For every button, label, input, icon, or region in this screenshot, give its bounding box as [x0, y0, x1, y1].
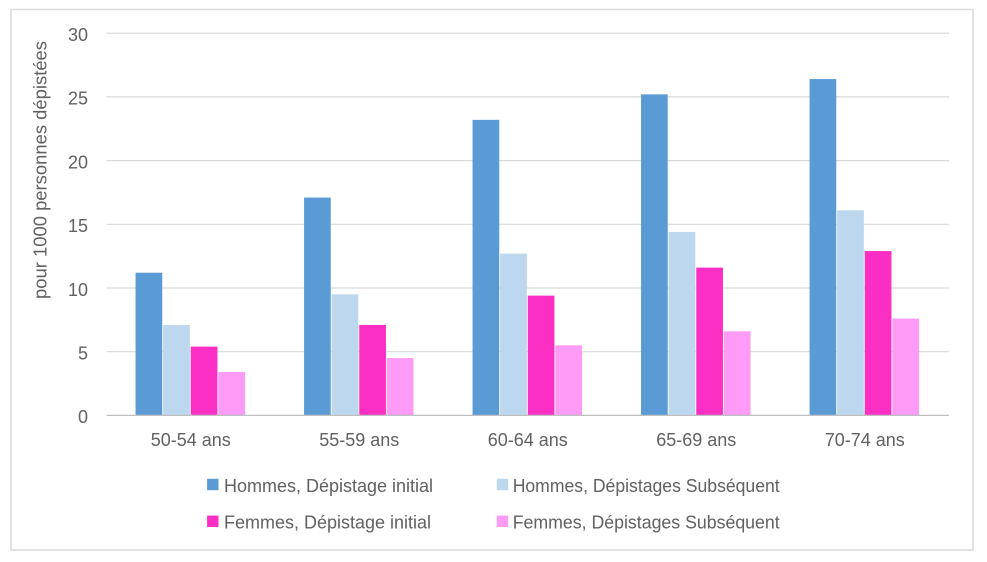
svg-text:pour 1000 personnes dépistées: pour 1000 personnes dépistées	[30, 41, 50, 299]
svg-text:15: 15	[68, 216, 88, 236]
svg-text:Hommes, Dépistage initial: Hommes, Dépistage initial	[224, 476, 433, 496]
svg-text:Hommes, Dépistages Subséquent: Hommes, Dépistages Subséquent	[513, 476, 780, 496]
svg-text:Femmes, Dépistage initial: Femmes, Dépistage initial	[224, 512, 431, 532]
svg-text:30: 30	[68, 25, 88, 45]
svg-text:5: 5	[78, 344, 88, 364]
svg-text:20: 20	[68, 152, 88, 172]
svg-text:50-54 ans: 50-54 ans	[151, 430, 231, 450]
svg-text:55-59 ans: 55-59 ans	[319, 430, 399, 450]
svg-text:25: 25	[68, 89, 88, 109]
svg-text:70-74 ans: 70-74 ans	[825, 430, 905, 450]
svg-text:65-69 ans: 65-69 ans	[656, 430, 736, 450]
svg-text:60-64 ans: 60-64 ans	[488, 430, 568, 450]
svg-text:0: 0	[78, 407, 88, 427]
svg-text:Femmes, Dépistages Subséquent: Femmes, Dépistages Subséquent	[513, 512, 780, 532]
svg-text:10: 10	[68, 280, 88, 300]
